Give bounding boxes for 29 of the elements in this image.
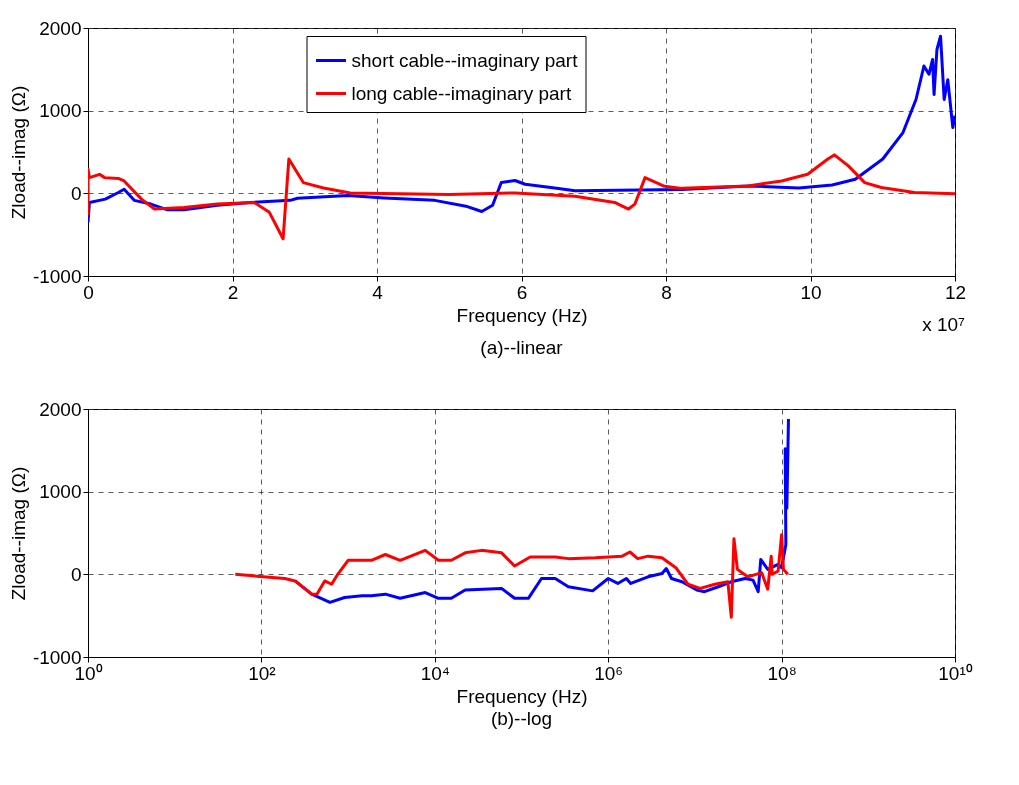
legend-label: long cable--imaginary part	[351, 82, 572, 104]
x-tick-label: 6	[516, 281, 528, 303]
y-tick-label: 1000	[39, 100, 82, 122]
y-tick-label: 2000	[39, 398, 82, 420]
x-tick-label: 8	[661, 281, 672, 303]
x-tick-label: 10²	[248, 662, 276, 684]
y-tick-label: -1000	[32, 646, 82, 668]
y-tick-label: 0	[70, 182, 82, 204]
x-tick-label: 10	[800, 281, 822, 303]
y-tick-label: 0	[70, 563, 82, 585]
y-tick-label: 2000	[39, 17, 82, 39]
y-tick-label: -1000	[32, 265, 82, 287]
line-series	[88, 153, 955, 241]
y-axis-title: Zload--imag (Ω)	[7, 466, 29, 601]
x-axis-title: Frequency (Hz)	[456, 685, 588, 707]
x-axis-title: Frequency (Hz)	[456, 304, 588, 326]
text: x 10⁷	[922, 314, 966, 335]
x-tick-label: 4	[372, 281, 384, 303]
y-axis-title: Zload--imag (Ω)	[7, 85, 29, 220]
y-tick-label: 1000	[39, 481, 82, 503]
text: (b)--log	[490, 708, 553, 729]
x-tick-label: 2	[227, 281, 239, 303]
text: (a)--linear	[480, 337, 564, 358]
x-tick-label: 12	[944, 281, 967, 303]
x-tick-label: 10¹⁰	[938, 662, 973, 684]
x-tick-label: 10⁸	[767, 662, 797, 684]
x-tick-label: 10⁴	[420, 662, 450, 684]
legend-label: short cable--imaginary part	[351, 49, 579, 71]
x-tick-label: 10⁶	[594, 662, 624, 684]
